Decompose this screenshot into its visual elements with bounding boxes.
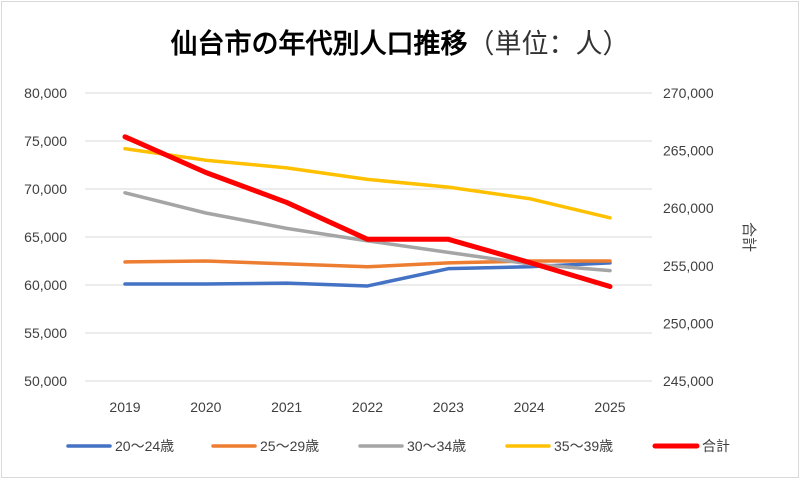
series-line-4 — [122, 134, 613, 290]
x-tick-label: 2019 — [109, 399, 140, 415]
y-left-tick-label: 75,000 — [24, 133, 67, 149]
y-right-tick-label: 265,000 — [663, 143, 714, 159]
y-left-tick-label: 70,000 — [24, 181, 67, 197]
y-right-tick-label: 260,000 — [663, 200, 714, 216]
y-right-tick-label: 250,000 — [663, 315, 714, 331]
series-line-0 — [123, 261, 612, 288]
y-left-tick-label: 65,000 — [24, 229, 67, 245]
y-left-tick-label: 50,000 — [24, 373, 67, 389]
series-line-3 — [123, 146, 612, 220]
x-tick-label: 2020 — [190, 399, 221, 415]
y-left-tick-label: 80,000 — [24, 85, 67, 101]
legend-label: 合計 — [702, 438, 730, 454]
x-tick-label: 2024 — [514, 399, 545, 415]
series-line-2 — [123, 191, 612, 273]
x-tick-label: 2022 — [352, 399, 383, 415]
chart-title: 仙台市の年代別人口推移（単位：人） — [0, 22, 800, 61]
title-unit: （単位：人） — [467, 29, 630, 60]
legend-label: 30～34歳 — [407, 438, 466, 454]
y-right-axis-label: 合計 — [740, 222, 757, 252]
legend-label: 25～29歳 — [260, 438, 319, 454]
y-right-tick-label: 255,000 — [663, 258, 714, 274]
y-left-tick-label: 55,000 — [24, 325, 67, 341]
y-right-tick-label: 270,000 — [663, 85, 714, 101]
x-tick-label: 2025 — [594, 399, 625, 415]
x-tick-label: 2021 — [271, 399, 302, 415]
title-main: 仙台市の年代別人口推移 — [170, 29, 468, 60]
legend-label: 35～39歳 — [554, 438, 613, 454]
y-right-tick-label: 245,000 — [663, 373, 714, 389]
legend-label: 20～24歳 — [115, 438, 174, 454]
y-left-tick-label: 60,000 — [24, 277, 67, 293]
x-tick-label: 2023 — [433, 399, 464, 415]
